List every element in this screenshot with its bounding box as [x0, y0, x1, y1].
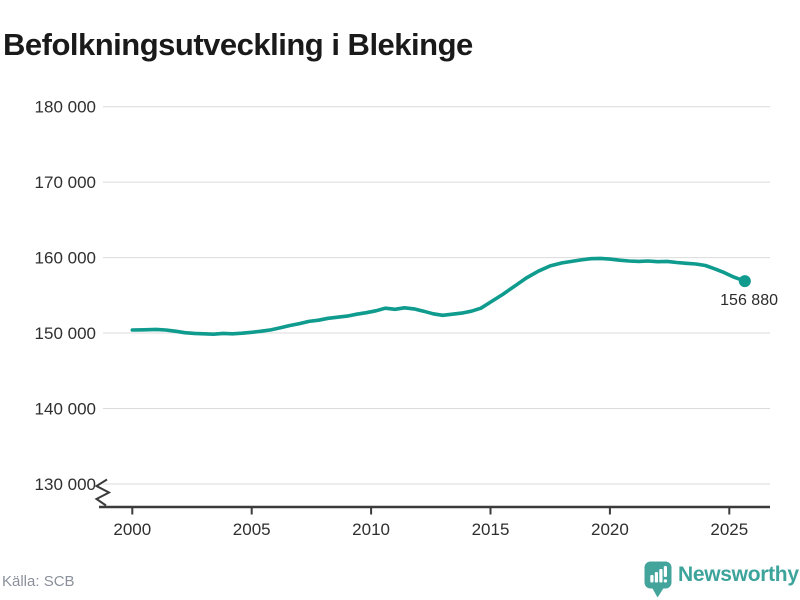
axis-break-icon [94, 478, 112, 507]
logo-bubble-tail [652, 587, 664, 598]
y-tick-label: 150 000 [35, 324, 96, 343]
logo-bar-3 [659, 569, 663, 583]
population-line [130, 256, 747, 337]
y-tick-label: 170 000 [35, 173, 96, 192]
y-tick-label: 160 000 [35, 249, 96, 268]
line-chart: 180 000 170 000 160 000 150 000 140 000 130 0… [35, 98, 770, 539]
source-note: Källa: SCB [2, 573, 75, 590]
newsworthy-icon [644, 561, 672, 598]
logo-exclamation-bar [663, 566, 667, 577]
last-value-label: 156 880 [720, 292, 778, 309]
x-tick-label: 2020 [591, 520, 629, 539]
x-tick-label: 2005 [233, 520, 271, 539]
x-tick-label: 2015 [472, 520, 510, 539]
y-tick-label: 140 000 [35, 400, 96, 419]
last-point-marker [738, 275, 751, 288]
logo-bar-2 [654, 572, 658, 583]
logo-bar-1 [650, 575, 654, 583]
y-tick-label: 130 000 [35, 475, 96, 494]
y-tick-label: 180 000 [35, 98, 96, 117]
chart-title: Befolkningsutveckling i Blekinge [3, 26, 473, 62]
x-tick-label: 2000 [113, 520, 151, 539]
logo-exclamation-dot [663, 579, 667, 583]
x-tick-label: 2010 [352, 520, 390, 539]
x-tick-label: 2025 [710, 520, 748, 539]
brand-name: Newsworthy [678, 563, 799, 586]
